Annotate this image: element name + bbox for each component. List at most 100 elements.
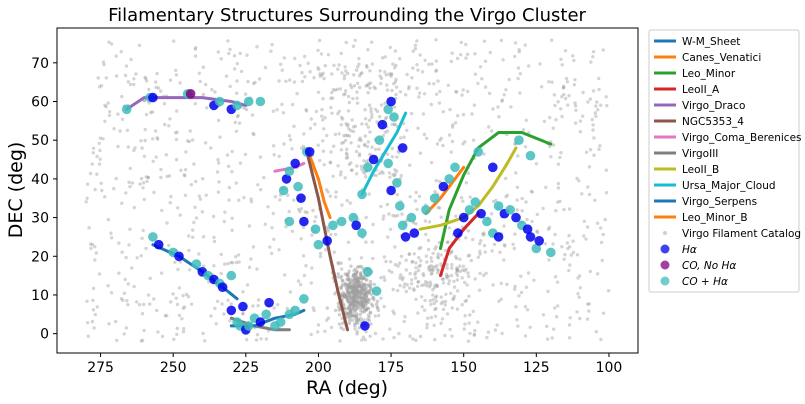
catalog-point: [513, 284, 517, 289]
member-point-co-halpha: [243, 96, 254, 107]
catalog-point: [439, 215, 443, 219]
catalog-point: [434, 92, 439, 96]
catalog-point: [342, 73, 347, 78]
catalog-point: [389, 74, 393, 79]
catalog-point: [292, 124, 296, 128]
catalog-point: [155, 136, 159, 140]
member-point-co-halpha: [226, 270, 237, 281]
catalog-point: [87, 226, 91, 230]
catalog-point: [203, 339, 207, 343]
catalog-point: [409, 282, 414, 286]
catalog-point: [404, 268, 409, 272]
catalog-point: [527, 64, 531, 68]
catalog-point: [436, 268, 441, 273]
member-point-halpha: [386, 96, 396, 107]
catalog-point: [301, 144, 306, 149]
catalog-point: [482, 233, 486, 237]
catalog-point: [149, 110, 153, 115]
catalog-point: [137, 303, 142, 307]
catalog-point: [425, 260, 429, 264]
catalog-point: [141, 181, 146, 185]
legend-swatch: [660, 276, 670, 286]
catalog-point: [186, 295, 191, 299]
catalog-point: [418, 151, 423, 155]
catalog-point: [93, 312, 98, 317]
legend-label: Canes_Venatici: [682, 52, 761, 64]
catalog-point: [581, 90, 585, 95]
member-point-halpha: [400, 232, 411, 242]
catalog-point: [480, 77, 484, 81]
member-point-co-no-halpha: [185, 89, 196, 99]
catalog-point: [169, 194, 173, 199]
catalog-point: [339, 51, 343, 56]
catalog-point: [201, 92, 206, 97]
catalog-point: [283, 273, 287, 277]
catalog-point: [450, 125, 455, 129]
catalog-point: [95, 172, 99, 176]
catalog-point: [467, 321, 471, 325]
catalog-point: [171, 292, 175, 296]
catalog-point: [515, 208, 519, 212]
catalog-point: [375, 109, 380, 114]
catalog-point: [172, 337, 176, 341]
catalog-point: [350, 307, 355, 311]
catalog-point: [535, 230, 540, 234]
catalog-point: [424, 280, 428, 284]
catalog-point: [347, 321, 352, 326]
catalog-point: [379, 296, 383, 300]
catalog-point: [191, 235, 195, 239]
catalog-point: [556, 181, 561, 186]
catalog-point: [372, 85, 376, 89]
catalog-point: [540, 85, 544, 89]
catalog-point: [436, 255, 440, 259]
catalog-point: [461, 142, 465, 146]
catalog-point: [339, 276, 343, 280]
catalog-point: [382, 304, 386, 309]
catalog-point: [88, 171, 93, 176]
catalog-point: [230, 149, 234, 154]
member-point-halpha: [304, 147, 315, 157]
catalog-point: [241, 312, 245, 316]
catalog-point: [140, 236, 144, 240]
catalog-point: [180, 317, 184, 321]
catalog-point: [360, 71, 364, 75]
catalog-point: [478, 252, 482, 256]
catalog-point: [363, 171, 367, 175]
x-tick-label: 200: [305, 360, 332, 376]
catalog-point: [601, 232, 605, 237]
catalog-point: [197, 71, 201, 76]
catalog-point: [156, 330, 160, 334]
catalog-point: [464, 267, 468, 271]
catalog-point: [388, 327, 392, 331]
catalog-point: [559, 107, 563, 111]
catalog-point: [433, 190, 437, 194]
catalog-point: [140, 146, 144, 150]
catalog-point: [189, 183, 194, 187]
catalog-point: [322, 76, 326, 81]
catalog-point: [114, 319, 118, 324]
member-point-halpha: [522, 224, 533, 234]
catalog-point: [373, 331, 378, 336]
catalog-point: [504, 88, 508, 92]
catalog-point: [396, 288, 400, 293]
catalog-point: [251, 131, 255, 136]
catalog-point: [550, 38, 554, 42]
catalog-point: [119, 297, 124, 301]
catalog-point: [435, 284, 439, 288]
catalog-point: [458, 269, 462, 274]
catalog-point: [359, 164, 364, 168]
catalog-point: [97, 162, 102, 166]
catalog-point: [369, 282, 373, 287]
catalog-point: [244, 107, 249, 112]
catalog-point: [466, 274, 471, 279]
catalog-point: [320, 107, 324, 112]
catalog-point: [357, 85, 362, 90]
member-point-halpha: [238, 301, 248, 312]
catalog-point: [464, 56, 468, 60]
catalog-point: [275, 108, 279, 112]
catalog-point: [368, 81, 373, 85]
catalog-point: [398, 57, 402, 61]
catalog-point: [107, 40, 111, 44]
catalog-point: [563, 49, 568, 53]
catalog-point: [443, 303, 447, 307]
